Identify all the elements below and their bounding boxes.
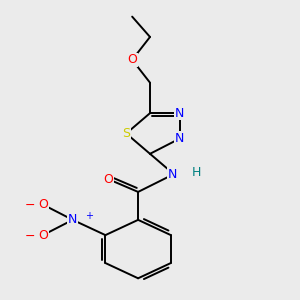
Text: O: O [127, 53, 137, 66]
Text: O: O [103, 173, 113, 186]
Text: +: + [85, 211, 93, 221]
Text: N: N [68, 213, 77, 226]
Text: O: O [38, 229, 48, 242]
Text: S: S [122, 127, 130, 140]
Text: N: N [167, 168, 177, 181]
Text: −: − [25, 200, 36, 212]
Text: O: O [38, 198, 48, 211]
Text: H: H [192, 167, 201, 179]
Text: N: N [175, 132, 184, 145]
Text: −: − [25, 230, 36, 243]
Text: N: N [175, 107, 184, 120]
